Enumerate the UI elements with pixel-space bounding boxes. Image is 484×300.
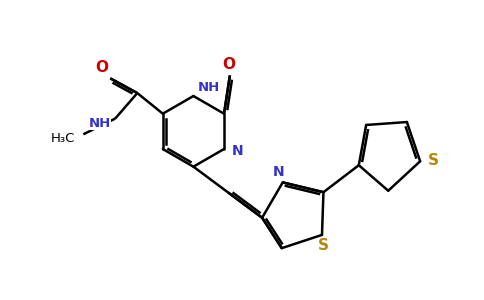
Text: S: S (318, 238, 329, 253)
Text: NH: NH (198, 81, 220, 94)
Text: H₃C: H₃C (50, 132, 75, 145)
Text: N: N (273, 165, 285, 178)
Text: N: N (232, 145, 243, 158)
Text: S: S (428, 153, 439, 168)
Text: O: O (223, 57, 235, 72)
Text: NH: NH (89, 117, 111, 130)
Text: O: O (95, 60, 108, 75)
